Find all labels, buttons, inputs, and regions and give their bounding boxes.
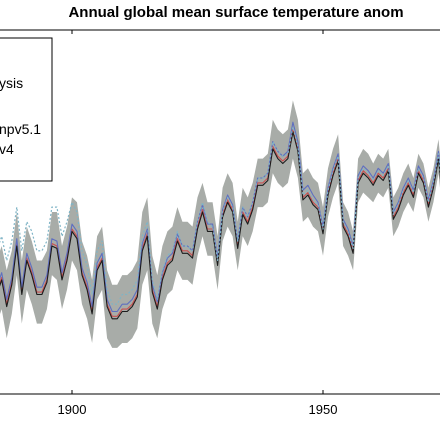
- series-lines-layer: [0, 121, 440, 320]
- uncertainty-band: [0, 100, 440, 348]
- legend-entry-3: v4: [0, 141, 14, 157]
- legend: ysis npv5.1 v4: [0, 37, 53, 182]
- x-tick-label-1950: 1950: [309, 402, 338, 417]
- plot-area: [0, 30, 440, 394]
- chart-title: Annual global mean surface temperature a…: [68, 4, 403, 21]
- uncertainty-band-layer: [0, 100, 440, 348]
- legend-box: [0, 37, 53, 182]
- series-line-black: [0, 131, 440, 320]
- legend-entry-1: ysis: [0, 75, 23, 91]
- series-line-dotted: [0, 126, 440, 305]
- x-tick-label-1900: 1900: [58, 402, 87, 417]
- series-line-red: [0, 128, 440, 317]
- legend-entry-2: npv5.1: [0, 121, 41, 137]
- x-ticks-layer: 1900 1950: [58, 30, 338, 417]
- series-line-blue: [0, 121, 440, 313]
